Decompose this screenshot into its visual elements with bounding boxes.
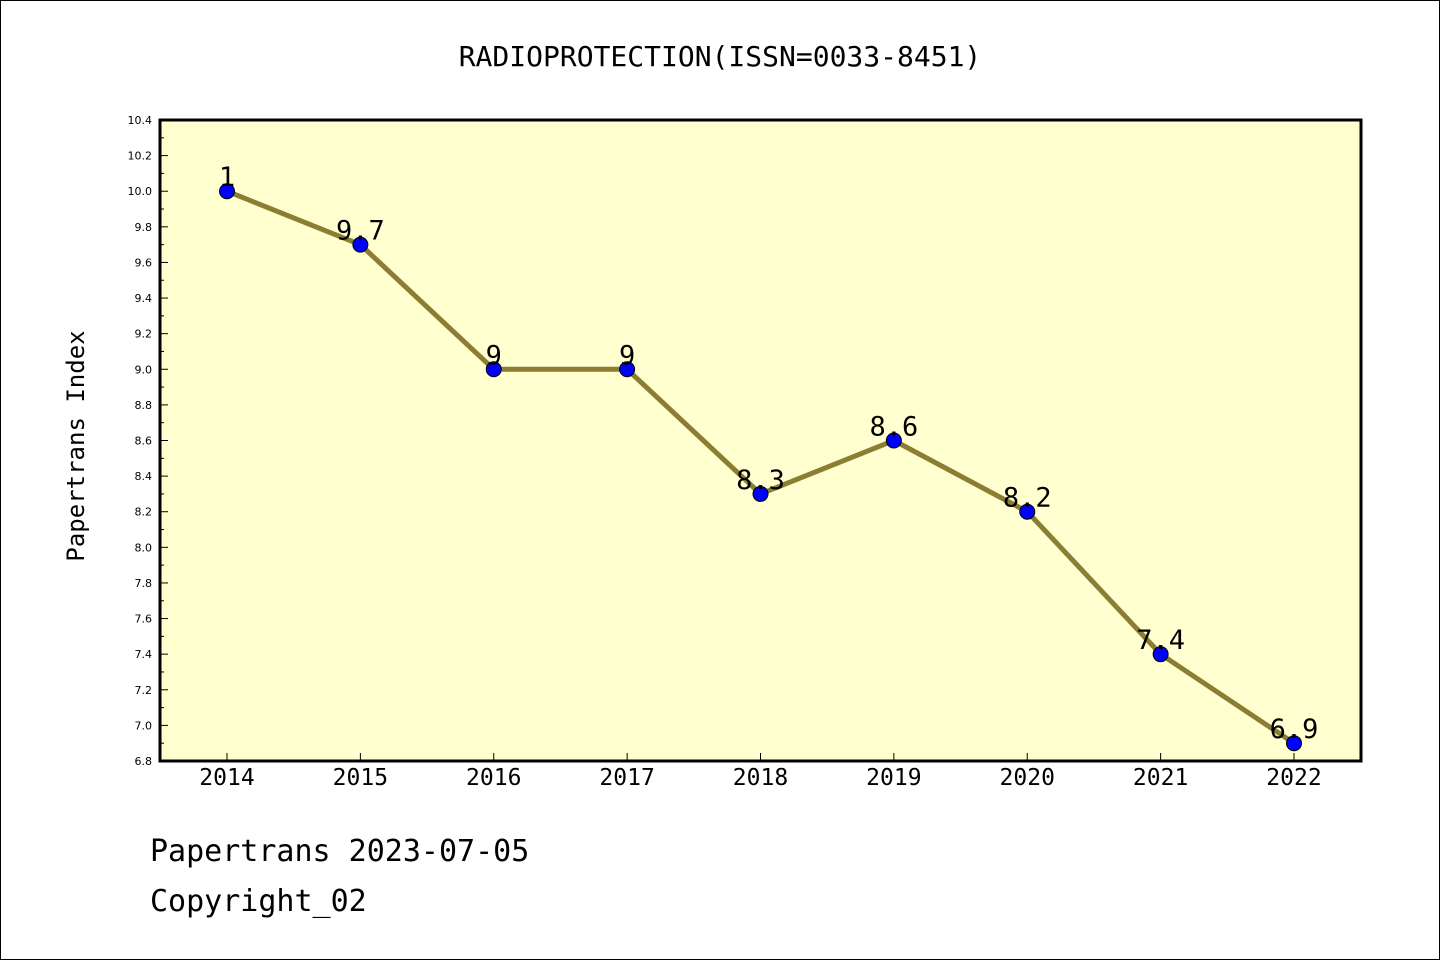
y-tick-label: 7.4	[135, 648, 153, 661]
data-point	[1019, 503, 1036, 520]
y-tick-label: 8.6	[135, 435, 153, 448]
data-point	[1286, 735, 1302, 752]
y-tick-label: 7.8	[135, 577, 153, 590]
y-tick-label: 8.8	[135, 399, 153, 412]
y-tick-label: 7.0	[135, 719, 153, 732]
data-point	[1152, 646, 1169, 663]
data-point	[885, 432, 902, 449]
data-label: 6.9	[1270, 714, 1319, 745]
y-tick-label: 6.8	[135, 755, 153, 768]
y-axis-label: Papertrans Index	[62, 330, 90, 561]
data-point	[219, 183, 235, 200]
data-point	[619, 361, 636, 378]
x-tick-label: 2015	[333, 765, 388, 791]
y-tick-label: 10.4	[128, 114, 153, 127]
x-tick-label: 2018	[733, 765, 788, 791]
data-point	[752, 485, 769, 502]
data-label: 9	[619, 340, 635, 371]
data-label: 1	[219, 162, 235, 193]
x-tick-label: 2022	[1266, 765, 1321, 791]
x-tick-label: 2019	[866, 765, 921, 791]
y-tick-label: 9.6	[135, 256, 153, 269]
y-tick-label: 8.0	[135, 541, 153, 554]
data-point	[485, 361, 502, 378]
data-labels: 1 9.7 9 9 8.3 8.6 8.2 7.4 6.9	[219, 162, 1319, 745]
y-tick-label: 9.2	[135, 328, 153, 341]
y-tick-label: 10.0	[128, 185, 153, 198]
data-markers	[219, 183, 1302, 752]
data-label: 9.7	[336, 216, 385, 247]
x-tick-label: 2021	[1133, 765, 1188, 791]
x-tick-label: 2020	[1000, 765, 1055, 791]
data-point	[352, 236, 369, 253]
chart-title: RADIOPROTECTION(ISSN=0033-8451)	[459, 40, 982, 73]
y-axis-ticks: 6.8 7.0 7.2 7.4 7.6 7.8 8.0 8.2 8.4 8.6 8.8 9.0 9.2 9…	[128, 114, 168, 768]
y-tick-label: 8.4	[135, 470, 153, 483]
data-label: 8.6	[869, 412, 918, 443]
data-label: 8.3	[736, 465, 785, 496]
data-label: 9	[486, 340, 502, 371]
y-tick-label: 8.2	[135, 506, 153, 519]
y-tick-label: 7.6	[135, 613, 153, 626]
data-label: 8.2	[1003, 483, 1052, 514]
y-tick-label: 7.2	[135, 684, 153, 697]
x-tick-label: 2016	[466, 765, 521, 791]
footer-date: Papertrans 2023-07-05	[150, 834, 530, 869]
data-label: 7.4	[1136, 625, 1185, 656]
footer-copyright: Copyright_02	[150, 884, 367, 919]
y-tick-label: 10.2	[128, 150, 153, 163]
y-tick-label: 9.0	[135, 363, 153, 376]
y-tick-label: 9.8	[135, 221, 153, 234]
y-tick-label: 9.4	[135, 292, 153, 305]
x-tick-label: 2014	[199, 765, 254, 791]
x-axis-ticks: 2014 2015 2016 2017 2018 2019 2020 2021 2022	[199, 753, 1322, 791]
x-tick-label: 2017	[599, 765, 654, 791]
